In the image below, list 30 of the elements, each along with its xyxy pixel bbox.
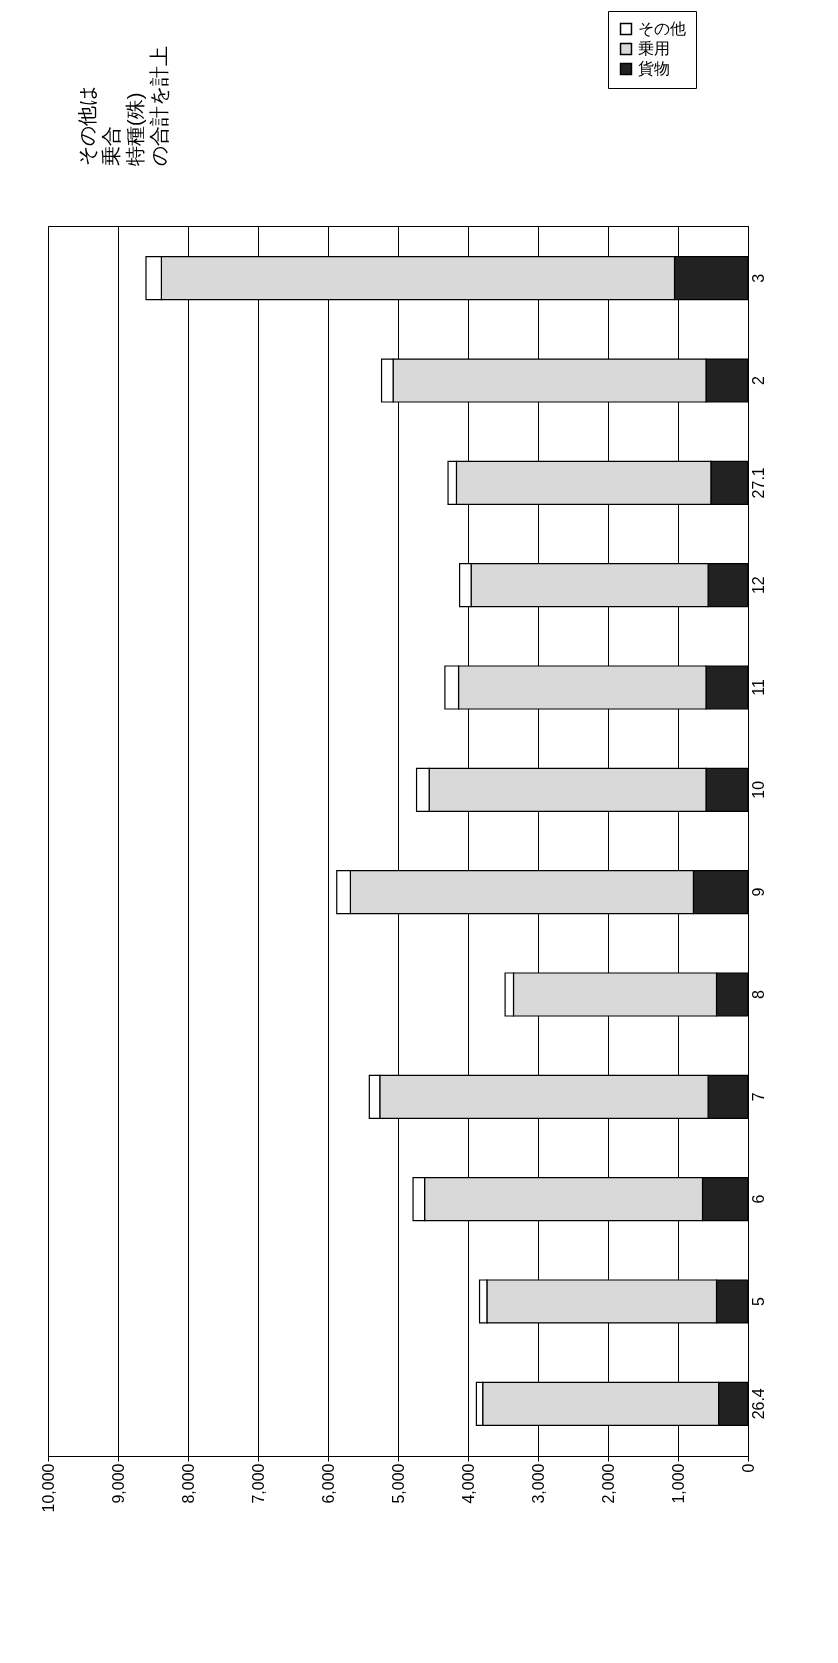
x-tick-label: 10,000 — [39, 1463, 57, 1513]
x-tick-label: 6,000 — [319, 1463, 337, 1504]
x-tick-label: 5,000 — [389, 1463, 407, 1504]
text: その他は — [76, 86, 98, 166]
x-tick-label: 4,000 — [459, 1463, 477, 1504]
y-tick-label: 7 — [749, 1092, 767, 1102]
y-tick-label: 12 — [749, 576, 767, 595]
y-tick-label: 3 — [749, 273, 767, 283]
x-tick-label: 9,000 — [109, 1463, 127, 1504]
x-tick-label: 0 — [739, 1463, 757, 1473]
legend-label: その他 — [638, 20, 686, 37]
y-tick-label: 27.1 — [749, 467, 767, 499]
text: 特種(殊) — [124, 92, 146, 166]
y-tick-label: 26.4 — [749, 1388, 767, 1420]
x-tick-label: 3,000 — [529, 1463, 547, 1504]
y-tick-label: 2 — [749, 375, 767, 385]
legend-label: 貨物 — [638, 60, 670, 77]
x-tick-label: 2,000 — [599, 1463, 617, 1504]
text: 乗合 — [100, 126, 122, 166]
y-tick-label: 11 — [749, 679, 767, 696]
y-tick-label: 5 — [749, 1296, 767, 1306]
y-tick-label: 9 — [749, 887, 767, 897]
y-tick-label: 6 — [749, 1194, 767, 1204]
x-tick-label: 7,000 — [249, 1463, 267, 1504]
x-tick-label: 1,000 — [669, 1463, 687, 1504]
y-tick-label: 10 — [749, 780, 767, 799]
y-tick-label: 8 — [749, 989, 767, 999]
text: の合計を計上 — [148, 46, 170, 166]
legend-label: 乗用 — [638, 40, 670, 57]
x-tick-label: 8,000 — [179, 1463, 197, 1504]
